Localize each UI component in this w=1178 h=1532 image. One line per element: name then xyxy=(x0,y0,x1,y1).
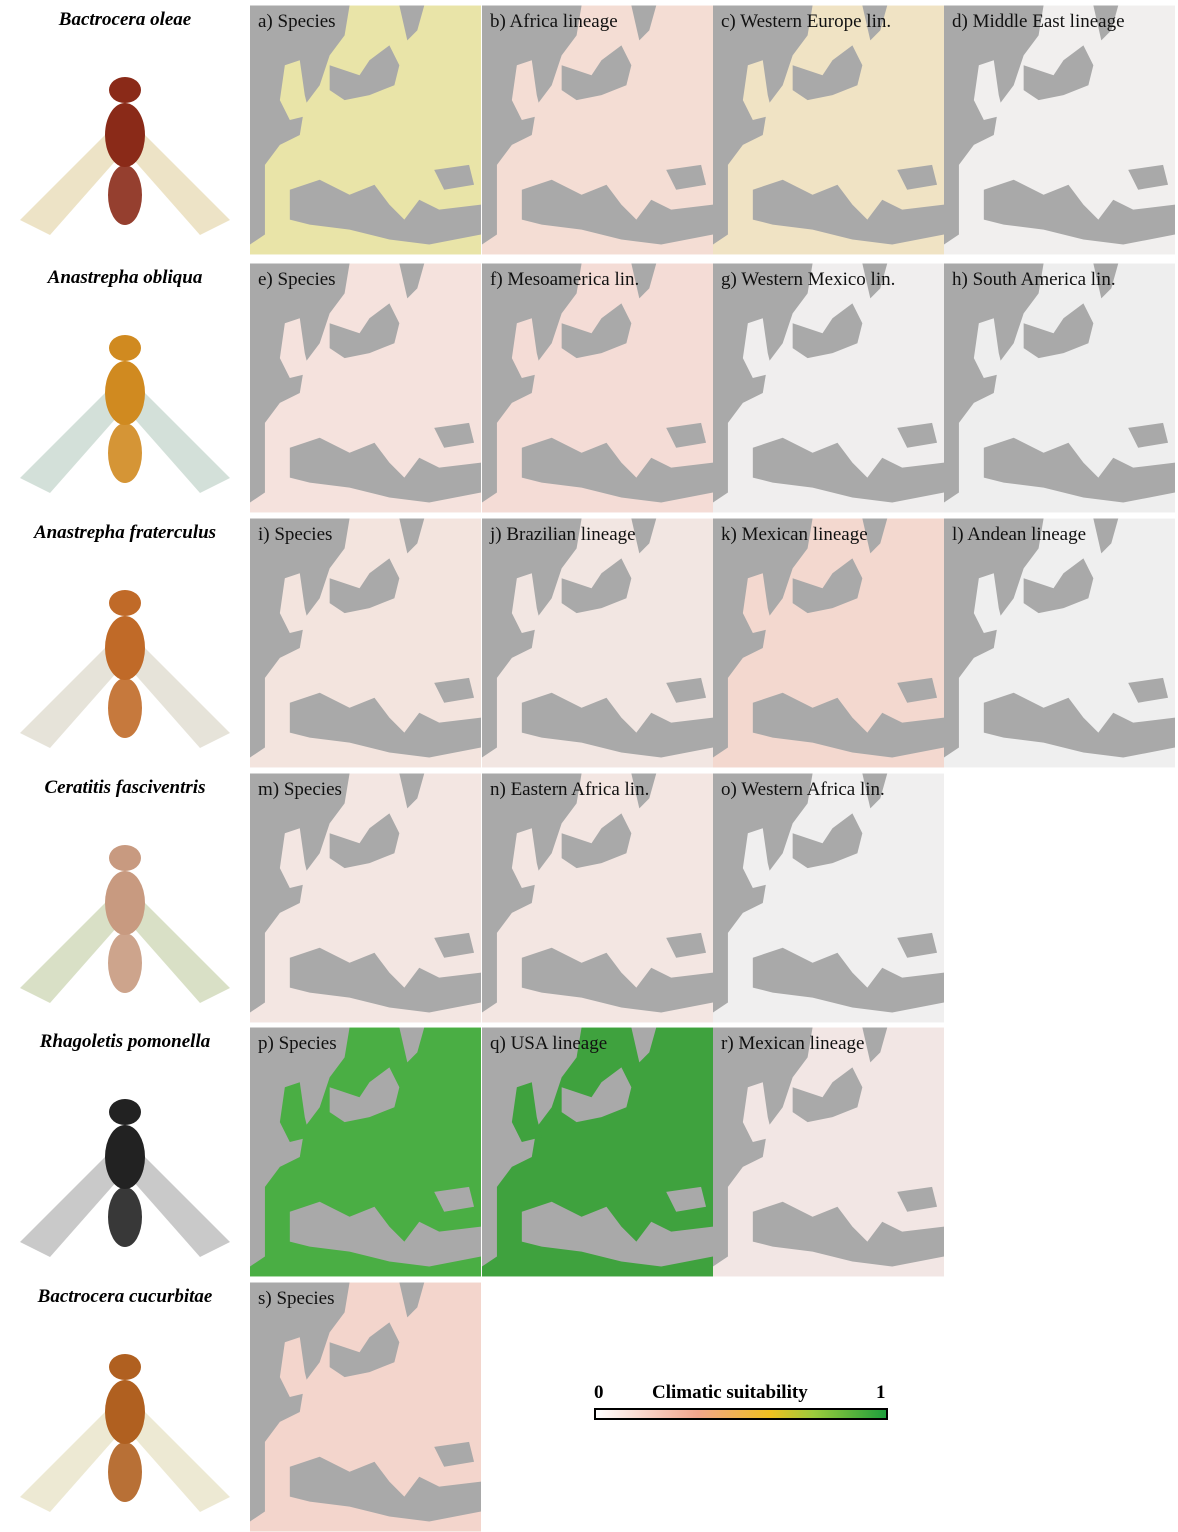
panel-label: f) Mesoamerica lin. xyxy=(490,269,640,290)
panel-label: g) Western Mexico lin. xyxy=(721,269,896,290)
panel-label: c) Western Europe lin. xyxy=(721,11,892,32)
map xyxy=(713,773,944,1023)
map-panel: q) USA lineage xyxy=(482,1027,713,1277)
map-panel: k) Mexican lineage xyxy=(713,518,944,768)
species-name: Ceratitis fasciventris xyxy=(44,777,206,798)
map xyxy=(944,5,1175,255)
map-panel: j) Brazilian lineage xyxy=(482,518,713,768)
map-panel: r) Mexican lineage xyxy=(713,1027,944,1277)
map-panel: a) Species xyxy=(250,5,481,255)
map-panel: c) Western Europe lin. xyxy=(713,5,944,255)
map-panel: m) Species xyxy=(250,773,481,1023)
map-panel: s) Species xyxy=(250,1282,481,1532)
map-panel: e) Species xyxy=(250,263,481,513)
map xyxy=(250,1282,481,1532)
insect-photo xyxy=(20,845,230,1003)
map-panel: g) Western Mexico lin. xyxy=(713,263,944,513)
panel-label: s) Species xyxy=(258,1288,335,1309)
panel-label: r) Mexican lineage xyxy=(721,1033,865,1054)
map xyxy=(713,263,944,513)
insect-photo xyxy=(20,77,230,235)
panel-label: d) Middle East lineage xyxy=(952,11,1125,32)
panel-label: e) Species xyxy=(258,269,336,290)
panel-label: b) Africa lineage xyxy=(490,11,618,32)
legend-title: Climatic suitability xyxy=(652,1382,808,1403)
legend-max: 1 xyxy=(876,1382,886,1403)
panel-label: m) Species xyxy=(258,779,342,800)
species-name: Rhagoletis pomonella xyxy=(39,1031,211,1052)
insect-photo xyxy=(20,1354,230,1512)
map-panel: b) Africa lineage xyxy=(482,5,713,255)
legend-min: 0 xyxy=(594,1382,604,1403)
panel-label: i) Species xyxy=(258,524,333,545)
map xyxy=(482,773,713,1023)
map xyxy=(482,5,713,255)
species-name: Bactrocera cucurbitae xyxy=(37,1286,213,1307)
insect-photo xyxy=(20,590,230,748)
panel-label: j) Brazilian lineage xyxy=(490,524,636,545)
map xyxy=(713,1027,944,1277)
map xyxy=(713,518,944,768)
panel-label: p) Species xyxy=(258,1033,337,1054)
insect-photo xyxy=(20,1099,230,1257)
map-panel: p) Species xyxy=(250,1027,481,1277)
legend-gradient xyxy=(594,1408,888,1420)
map xyxy=(250,773,481,1023)
species-name: Bactrocera oleae xyxy=(58,9,192,30)
map-panel: l) Andean lineage xyxy=(944,518,1175,768)
map-panel: o) Western Africa lin. xyxy=(713,773,944,1023)
map xyxy=(944,518,1175,768)
map xyxy=(482,263,713,513)
map xyxy=(944,263,1175,513)
panel-label: o) Western Africa lin. xyxy=(721,779,885,800)
map xyxy=(250,1027,481,1277)
species-name: Anastrepha fraterculus xyxy=(33,522,217,543)
species-name: Anastrepha obliqua xyxy=(47,267,203,288)
map-panel: f) Mesoamerica lin. xyxy=(482,263,713,513)
map xyxy=(250,518,481,768)
legend: 0 Climatic suitability 1 xyxy=(594,1380,888,1420)
panel-label: a) Species xyxy=(258,11,336,32)
panel-label: h) South America lin. xyxy=(952,269,1116,290)
map-panel: d) Middle East lineage xyxy=(944,5,1175,255)
map xyxy=(250,263,481,513)
panel-label: n) Eastern Africa lin. xyxy=(490,779,650,800)
panel-label: q) USA lineage xyxy=(490,1033,608,1054)
insect-photo xyxy=(20,335,230,493)
map xyxy=(250,5,481,255)
panel-label: l) Andean lineage xyxy=(952,524,1087,545)
map xyxy=(482,518,713,768)
panel-label: k) Mexican lineage xyxy=(721,524,868,545)
map xyxy=(482,1027,713,1277)
map-panel: h) South America lin. xyxy=(944,263,1175,513)
map-panel: n) Eastern Africa lin. xyxy=(482,773,713,1023)
map-panel: i) Species xyxy=(250,518,481,768)
map xyxy=(713,5,944,255)
